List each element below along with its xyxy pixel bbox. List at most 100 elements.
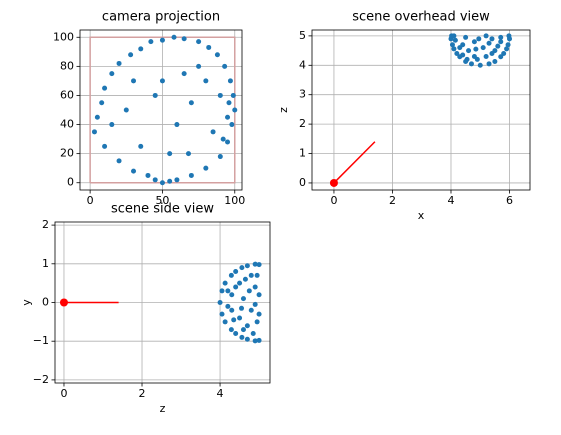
point xyxy=(116,158,122,164)
point xyxy=(489,51,495,57)
axes-frame xyxy=(79,29,243,191)
x-tick-label: 2 xyxy=(389,194,396,207)
y-tick-label: 2 xyxy=(42,218,49,231)
point xyxy=(501,51,507,57)
point xyxy=(233,269,239,275)
x-tick-label: 4 xyxy=(217,387,224,400)
point xyxy=(451,46,457,52)
point xyxy=(252,261,258,267)
point xyxy=(128,52,134,58)
point xyxy=(214,52,220,58)
point xyxy=(94,114,100,120)
point xyxy=(222,280,228,286)
point xyxy=(250,330,256,336)
point xyxy=(217,92,223,98)
axes-frame xyxy=(311,29,531,191)
y-tick-label: 0 xyxy=(42,296,49,309)
y-tick-label: 5 xyxy=(299,29,306,42)
point xyxy=(471,39,477,45)
point xyxy=(504,46,510,52)
point xyxy=(498,34,504,40)
point xyxy=(451,33,457,39)
point xyxy=(219,311,225,317)
point xyxy=(229,292,235,298)
point xyxy=(486,61,492,67)
point xyxy=(152,92,158,98)
y-tick-label: −2 xyxy=(33,373,49,386)
point xyxy=(188,172,194,178)
y-tick-label: 3 xyxy=(299,88,306,101)
point xyxy=(256,262,262,268)
point xyxy=(210,129,216,135)
point xyxy=(229,307,235,313)
point xyxy=(229,122,235,128)
origin-dot xyxy=(59,298,68,307)
subplot-title: camera projection xyxy=(102,10,220,25)
y-tick-label: 0 xyxy=(67,176,74,189)
x-axis-label: z xyxy=(160,402,166,415)
point xyxy=(449,42,455,48)
point xyxy=(233,330,239,336)
point xyxy=(203,165,209,171)
plot-area xyxy=(59,261,262,344)
x-tick-label: 0 xyxy=(87,194,94,207)
point xyxy=(506,33,512,39)
point xyxy=(498,39,504,45)
point xyxy=(237,315,243,321)
point xyxy=(233,284,239,290)
subplot-title: scene side view xyxy=(111,202,214,217)
subplot: 0 2 4 −2 −1 0 1 2 scene side view z y xyxy=(20,202,271,415)
point xyxy=(244,336,250,342)
point xyxy=(185,151,191,157)
plot-area xyxy=(329,33,513,187)
point xyxy=(152,177,158,183)
point xyxy=(188,100,194,106)
point xyxy=(148,39,154,45)
point xyxy=(219,288,225,294)
point xyxy=(495,43,501,49)
point xyxy=(138,46,144,52)
point xyxy=(109,122,115,128)
point xyxy=(196,39,202,45)
point xyxy=(225,139,231,145)
x-tick-label: 2 xyxy=(139,387,146,400)
point xyxy=(102,85,108,91)
point xyxy=(483,53,489,59)
point xyxy=(174,122,180,128)
point xyxy=(226,100,232,106)
point xyxy=(463,34,469,40)
point xyxy=(222,63,228,69)
point xyxy=(116,60,122,66)
point xyxy=(227,78,233,84)
point xyxy=(181,71,187,77)
point xyxy=(159,180,165,186)
y-axis-label: y xyxy=(20,299,33,306)
point xyxy=(489,36,495,42)
point xyxy=(91,129,97,135)
point xyxy=(131,78,137,84)
y-tick-label: 1 xyxy=(42,257,49,270)
point xyxy=(102,143,108,149)
point xyxy=(256,292,262,298)
line xyxy=(333,141,376,184)
point xyxy=(505,42,511,48)
point xyxy=(206,44,212,50)
point xyxy=(109,71,115,77)
point xyxy=(225,114,231,120)
point xyxy=(486,40,492,46)
y-tick-label: 60 xyxy=(60,88,74,101)
point xyxy=(468,61,474,67)
point xyxy=(239,265,245,271)
point xyxy=(248,272,254,278)
point xyxy=(230,92,236,98)
point xyxy=(239,305,245,311)
point xyxy=(228,272,234,278)
x-tick-label: 50 xyxy=(155,194,169,207)
point xyxy=(252,338,258,344)
y-tick-label: 1 xyxy=(299,147,306,160)
point xyxy=(242,276,248,282)
origin-dot xyxy=(329,178,338,187)
point xyxy=(222,319,228,325)
point xyxy=(237,280,243,286)
line xyxy=(89,36,236,184)
